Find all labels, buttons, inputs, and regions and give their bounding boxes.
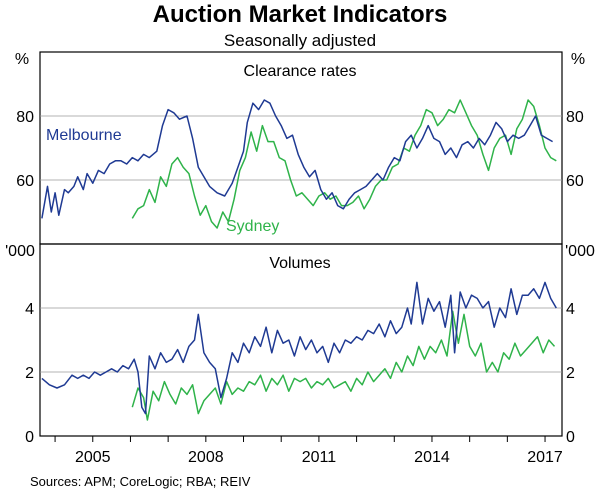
chart-subtitle: Seasonally adjusted [224, 31, 376, 50]
y-tick-label-left: 2 [25, 365, 34, 382]
x-axis: 2005 2008 2011 2014 2017 [54, 436, 563, 466]
y-tick-label-right: 60 [566, 173, 584, 190]
y-tick-label-left: 60 [16, 173, 34, 190]
clearance-rates-panel: Clearance rates % % 60 60 80 80 Melbourne S… [15, 51, 585, 245]
source-note: Sources: APM; CoreLogic; RBA; REIV [30, 474, 251, 489]
y-tick-label-left: 4 [25, 301, 34, 318]
x-tick-label: 2005 [75, 449, 111, 466]
y-tick-label-left: 0 [25, 429, 34, 446]
sydney-line [131, 310, 556, 421]
y-tick-label-right: 0 [566, 429, 575, 446]
chart-title: Auction Market Indicators [153, 1, 448, 28]
clearance-rates-title: Clearance rates [244, 63, 357, 80]
volumes-unit-right: '000 [565, 243, 595, 260]
sydney-label: Sydney [226, 218, 279, 235]
y-tick-label-right: 2 [566, 365, 575, 382]
melbourne-label: Melbourne [46, 127, 122, 144]
clearance-rates-frame [39, 51, 563, 245]
volumes-panel: Volumes '000 '000 0 0 2 2 4 4 [5, 243, 595, 446]
y-tick-label-left: 80 [16, 109, 34, 126]
y-tick-label-right: 80 [566, 109, 584, 126]
x-tick-label: 2011 [302, 449, 337, 466]
y-tick-label-right: 4 [566, 301, 575, 318]
x-tick-label: 2017 [527, 449, 563, 466]
clearance-unit-right: % [571, 51, 585, 68]
x-tick-label: 2014 [414, 449, 450, 466]
clearance-unit-left: % [15, 51, 29, 68]
melbourne-line [41, 99, 553, 219]
volumes-title: Volumes [269, 255, 330, 272]
sydney-line [131, 99, 557, 229]
melbourne-line [41, 281, 557, 415]
volumes-unit-left: '000 [5, 243, 35, 260]
volumes-frame [39, 243, 563, 437]
x-tick-label: 2008 [188, 449, 224, 466]
